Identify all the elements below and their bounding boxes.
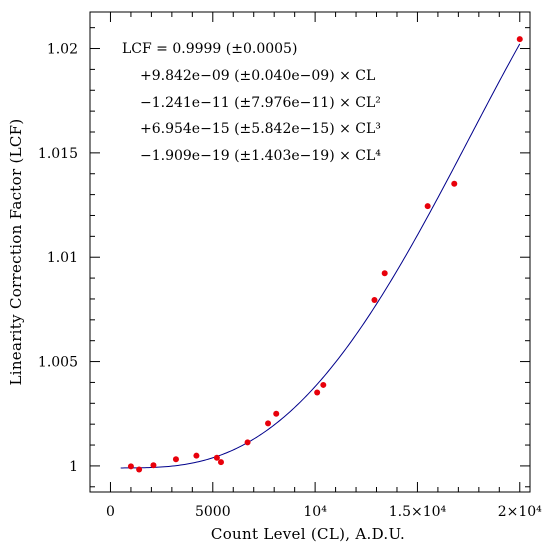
data-point xyxy=(193,452,200,459)
data-point xyxy=(265,420,272,427)
x-axis-label: Count Level (CL), A.D.U. xyxy=(211,525,405,543)
y-axis-label: Linearity Correction Factor (LCF) xyxy=(7,118,25,385)
equation-line-2: +9.842e−09 (±0.040e−09) × CL xyxy=(140,68,375,84)
y-tick-label: 1 xyxy=(69,459,78,475)
x-tick-label: 0 xyxy=(106,504,115,520)
data-point xyxy=(150,462,157,469)
y-tick-label: 1.02 xyxy=(47,42,78,58)
equation-line-1: LCF = 0.9999 (±0.0005) xyxy=(122,41,297,57)
data-point xyxy=(451,180,458,187)
data-point xyxy=(273,410,280,417)
data-point xyxy=(371,297,378,303)
data-point xyxy=(516,36,523,43)
y-tick-label: 1.01 xyxy=(47,250,78,266)
x-tick-label: 10⁴ xyxy=(303,504,327,520)
fit-curve xyxy=(120,43,521,469)
data-point xyxy=(424,203,431,210)
data-point xyxy=(127,463,134,470)
equation-line-3: −1.241e−11 (±7.976e−11) × CL² xyxy=(140,95,381,111)
x-tick-label: 1.5×10⁴ xyxy=(389,504,447,520)
data-point xyxy=(213,454,220,461)
data-point xyxy=(172,456,179,463)
axis-ticks xyxy=(89,12,530,492)
x-tick-label: 5000 xyxy=(195,504,231,520)
data-points xyxy=(127,36,523,473)
data-point xyxy=(244,439,251,446)
y-tick-label: 1.005 xyxy=(38,355,78,371)
fit-equation: LCF = 0.9999 (±0.0005) +9.842e−09 (±0.04… xyxy=(122,41,381,164)
data-point xyxy=(217,459,224,466)
data-point xyxy=(381,270,388,277)
x-tick-label: 2×10⁴ xyxy=(498,504,542,520)
data-point xyxy=(320,381,327,388)
plot-frame xyxy=(89,11,531,493)
equation-line-5: −1.909e−19 (±1.403e−19) × CL⁴ xyxy=(140,148,381,164)
tick-labels: 0 5000 10⁴ 1.5×10⁴ 2×10⁴ 1 1.005 1.01 1.015 1.02 xyxy=(38,42,542,520)
data-point xyxy=(136,466,143,473)
data-point xyxy=(314,389,321,396)
y-tick-label: 1.015 xyxy=(38,146,78,162)
equation-line-4: +6.954e−15 (±5.842e−15) × CL³ xyxy=(140,121,381,137)
